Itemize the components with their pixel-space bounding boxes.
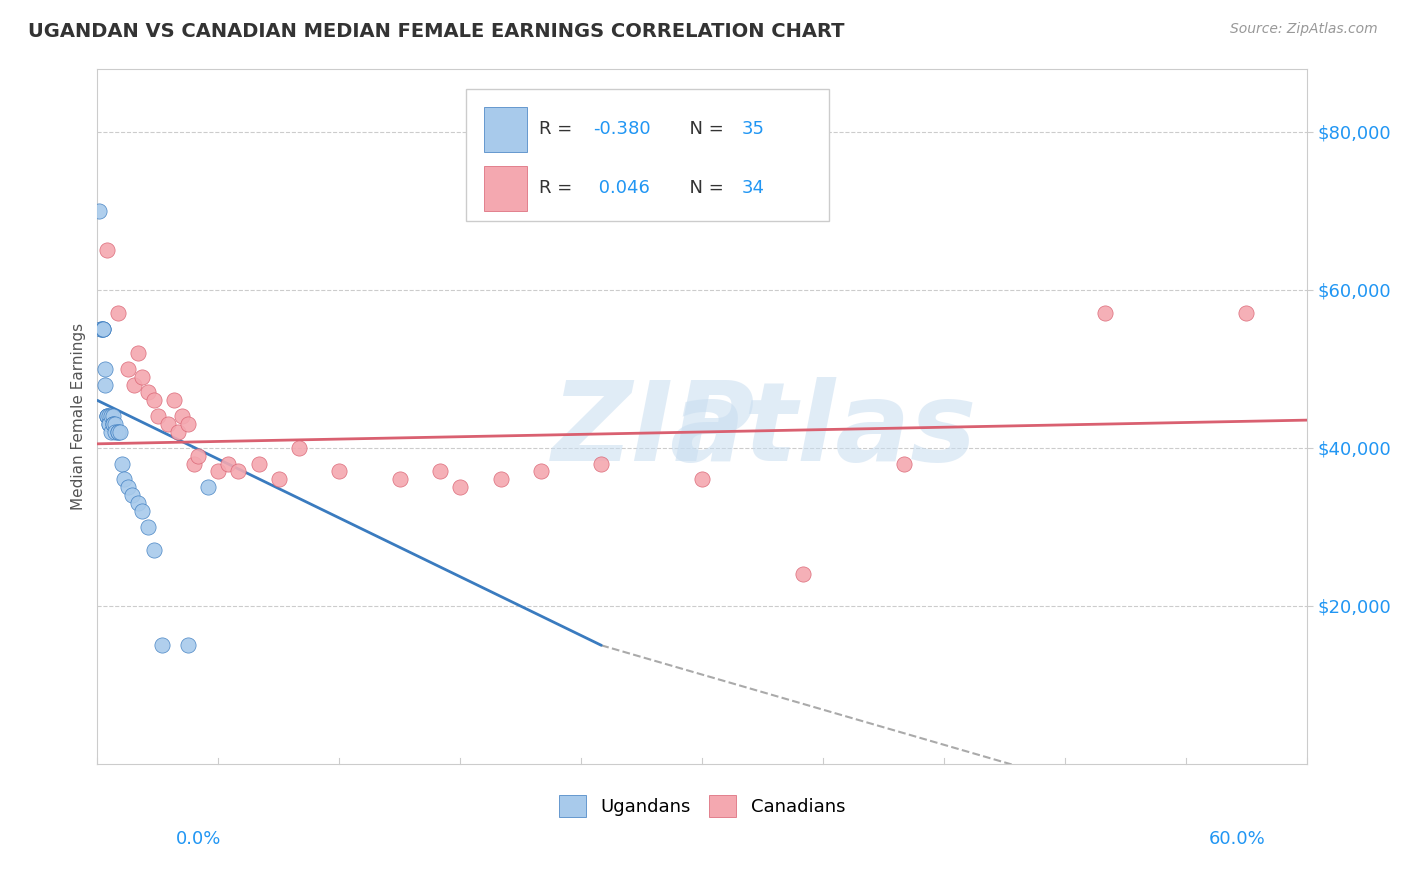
- Point: [103, 409, 125, 424]
- Point: [177, 417, 200, 431]
- Point: [96, 409, 118, 424]
- Point: [112, 472, 135, 486]
- Point: [98, 409, 121, 424]
- Legend: Ugandans, Canadians: Ugandans, Canadians: [553, 788, 852, 824]
- Bar: [485, 166, 527, 211]
- Point: [107, 425, 129, 439]
- Point: [127, 496, 149, 510]
- Point: [489, 472, 512, 486]
- Text: atlas: atlas: [669, 376, 977, 483]
- Point: [117, 480, 139, 494]
- Point: [96, 409, 118, 424]
- Point: [247, 457, 270, 471]
- Point: [90, 322, 112, 336]
- Text: ZIP: ZIP: [553, 376, 755, 483]
- Point: [96, 244, 118, 258]
- Text: R =: R =: [538, 120, 578, 138]
- Point: [197, 480, 219, 494]
- Point: [107, 306, 129, 320]
- Text: 0.046: 0.046: [593, 179, 650, 197]
- Point: [93, 322, 115, 336]
- Text: 34: 34: [742, 179, 765, 197]
- Point: [217, 457, 239, 471]
- Point: [98, 417, 121, 431]
- Point: [136, 385, 159, 400]
- Point: [142, 543, 165, 558]
- FancyBboxPatch shape: [467, 89, 830, 221]
- Text: UGANDAN VS CANADIAN MEDIAN FEMALE EARNINGS CORRELATION CHART: UGANDAN VS CANADIAN MEDIAN FEMALE EARNIN…: [28, 22, 845, 41]
- Point: [98, 417, 121, 431]
- Point: [893, 457, 915, 471]
- Point: [150, 638, 173, 652]
- Point: [93, 322, 115, 336]
- Point: [388, 472, 411, 486]
- Point: [530, 465, 553, 479]
- Point: [163, 393, 186, 408]
- Bar: [485, 107, 527, 152]
- Point: [288, 441, 311, 455]
- Text: 35: 35: [742, 120, 765, 138]
- Point: [104, 417, 127, 431]
- Point: [104, 425, 127, 439]
- Point: [449, 480, 471, 494]
- Text: R =: R =: [538, 179, 578, 197]
- Point: [94, 377, 117, 392]
- Point: [591, 457, 613, 471]
- Point: [167, 425, 190, 439]
- Point: [107, 425, 129, 439]
- Point: [267, 472, 290, 486]
- Point: [93, 322, 115, 336]
- Point: [122, 377, 145, 392]
- Point: [207, 465, 229, 479]
- Point: [103, 417, 125, 431]
- Point: [170, 409, 193, 424]
- Point: [127, 346, 149, 360]
- Point: [117, 361, 139, 376]
- Point: [1094, 306, 1116, 320]
- Text: -0.380: -0.380: [593, 120, 651, 138]
- Point: [96, 409, 118, 424]
- Text: 60.0%: 60.0%: [1209, 830, 1265, 847]
- Point: [131, 504, 153, 518]
- Point: [142, 393, 165, 408]
- Point: [146, 409, 169, 424]
- Point: [100, 409, 122, 424]
- Text: 0.0%: 0.0%: [176, 830, 221, 847]
- Point: [89, 203, 111, 218]
- Y-axis label: Median Female Earnings: Median Female Earnings: [72, 323, 86, 509]
- Point: [1234, 306, 1257, 320]
- Point: [136, 520, 159, 534]
- Point: [690, 472, 713, 486]
- Point: [429, 465, 451, 479]
- Point: [94, 361, 117, 376]
- Text: Source: ZipAtlas.com: Source: ZipAtlas.com: [1230, 22, 1378, 37]
- Point: [131, 369, 153, 384]
- Text: N =: N =: [678, 179, 730, 197]
- Point: [110, 457, 132, 471]
- Point: [103, 417, 125, 431]
- Point: [183, 457, 205, 471]
- Point: [156, 417, 179, 431]
- Point: [328, 465, 350, 479]
- Point: [187, 449, 209, 463]
- Text: N =: N =: [678, 120, 730, 138]
- Point: [121, 488, 143, 502]
- Point: [100, 425, 122, 439]
- Point: [228, 465, 250, 479]
- Point: [792, 567, 814, 582]
- Point: [108, 425, 131, 439]
- Point: [177, 638, 200, 652]
- Point: [90, 322, 112, 336]
